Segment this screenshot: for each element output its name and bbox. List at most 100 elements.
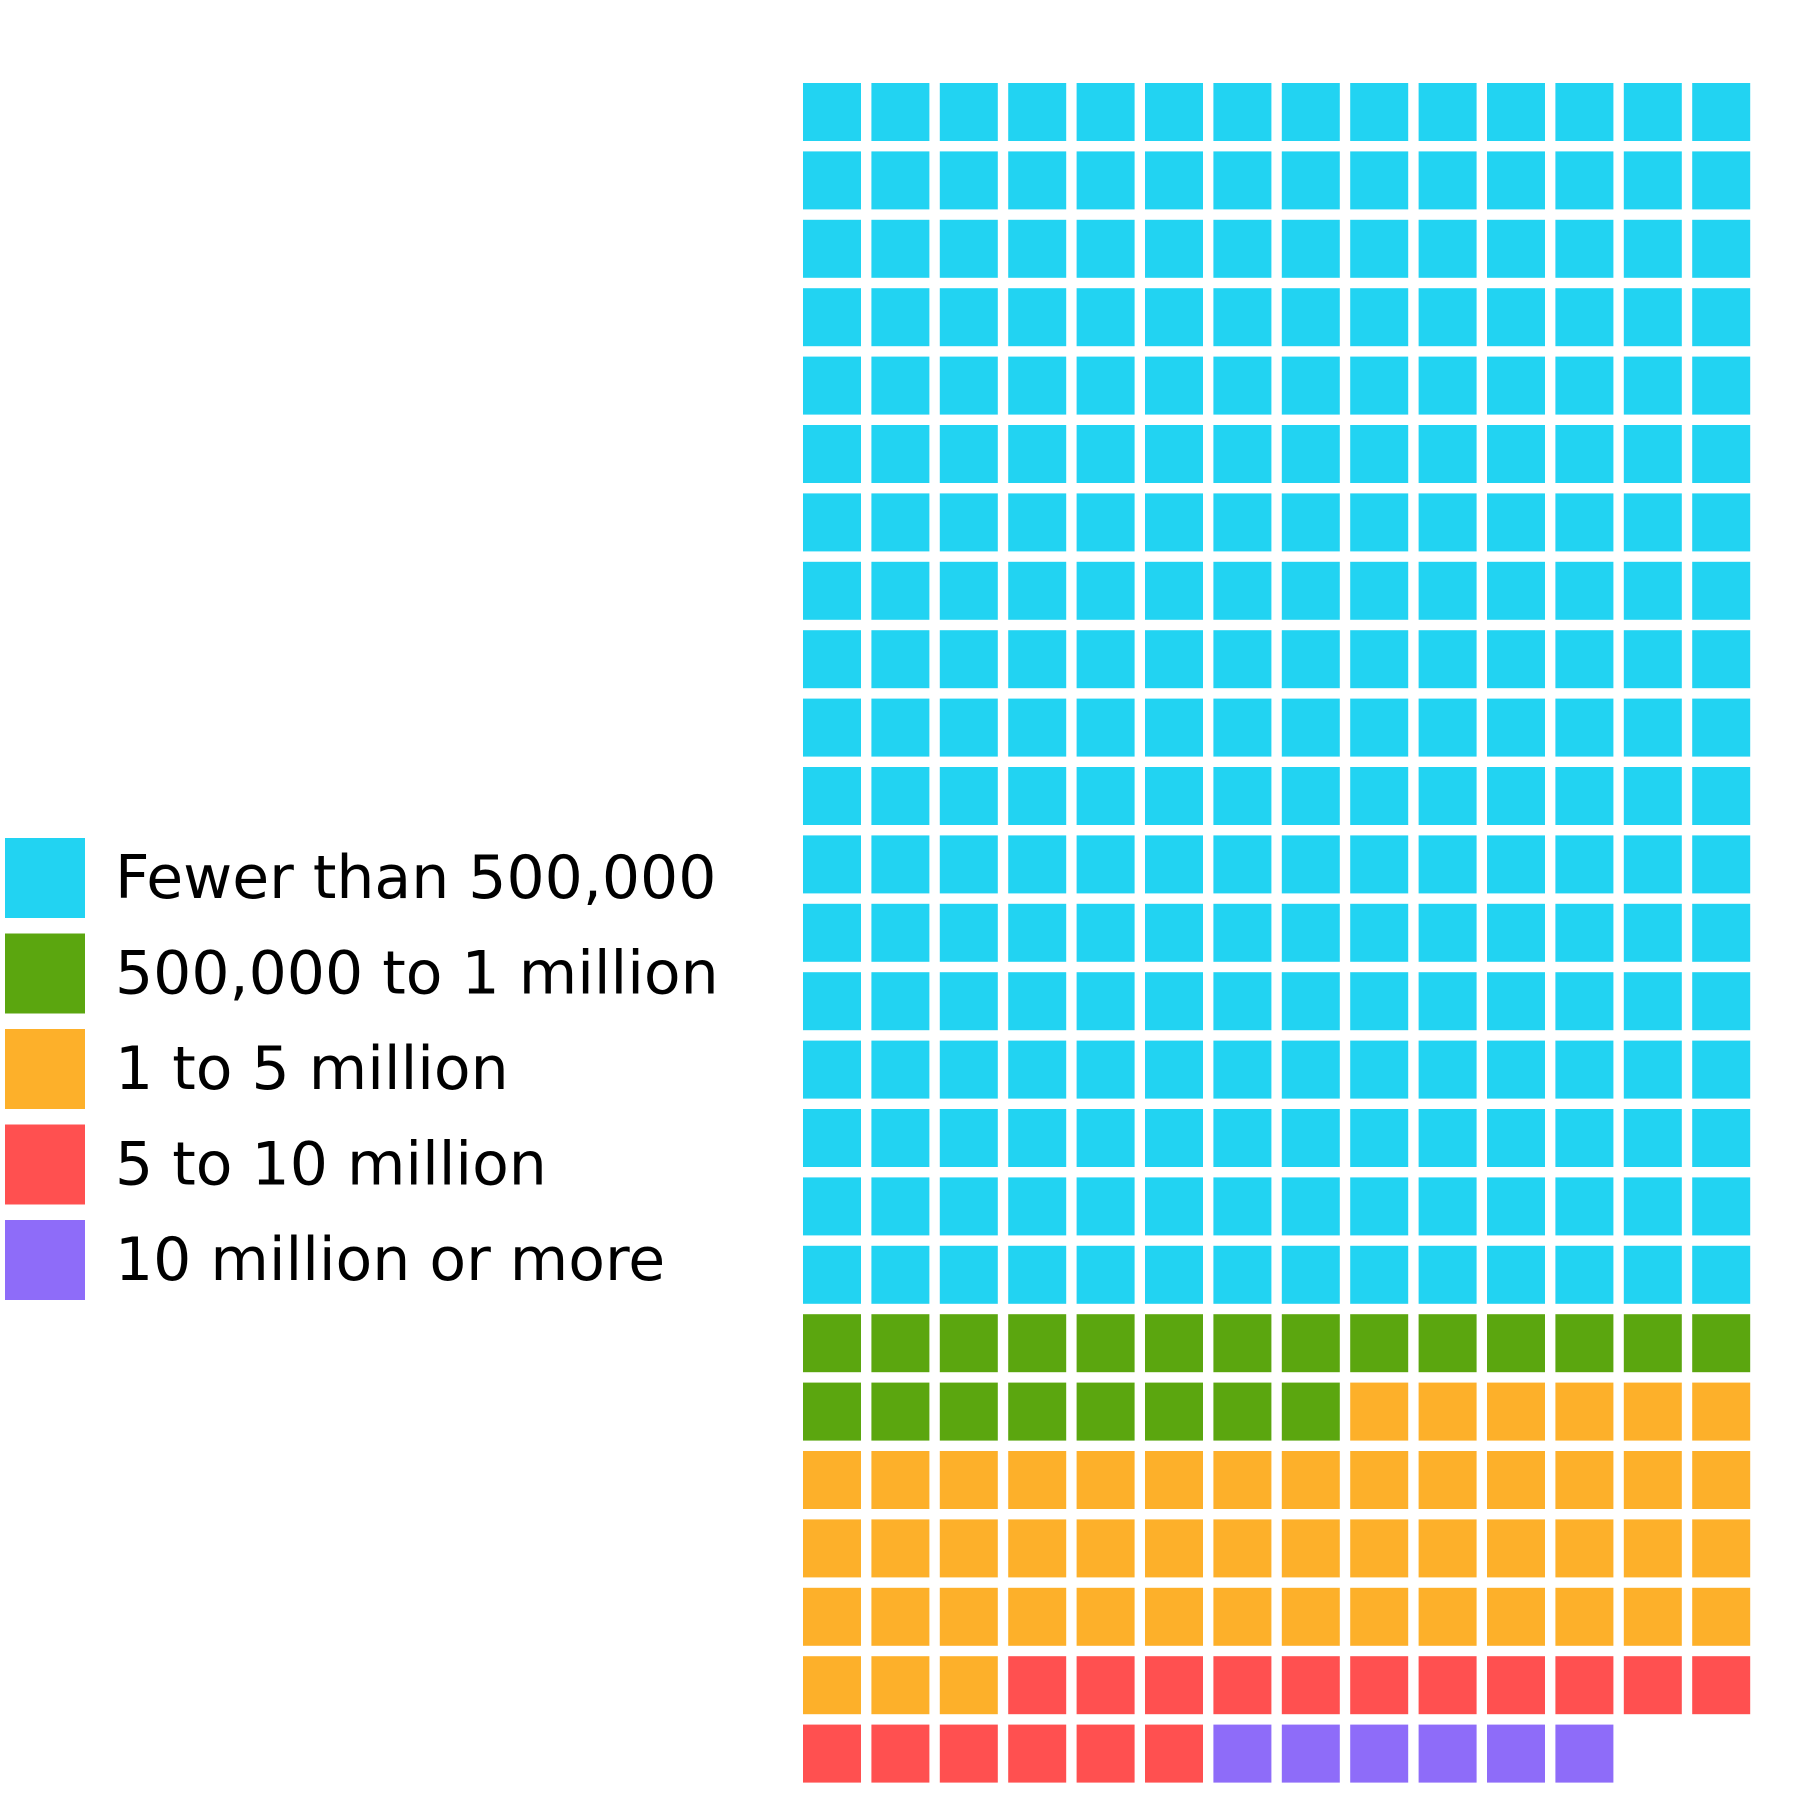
waffle-cell bbox=[1008, 219, 1067, 278]
waffle-cell bbox=[1281, 288, 1340, 347]
waffle-cell bbox=[871, 356, 930, 415]
waffle-cell bbox=[871, 630, 930, 689]
waffle-cell bbox=[1145, 561, 1203, 620]
waffle-cell bbox=[1076, 219, 1135, 278]
waffle-cell bbox=[1076, 1587, 1135, 1646]
waffle-cell bbox=[1281, 1519, 1340, 1578]
waffle-cell bbox=[1623, 698, 1682, 757]
waffle-cell bbox=[803, 83, 861, 141]
waffle-cell bbox=[1350, 1314, 1409, 1373]
waffle-cell bbox=[1623, 83, 1682, 141]
waffle-cell bbox=[939, 1245, 998, 1304]
waffle-cell bbox=[1692, 1587, 1751, 1646]
waffle-cell bbox=[1350, 972, 1409, 1031]
legend-swatch bbox=[5, 1029, 85, 1109]
waffle-cell bbox=[1623, 1519, 1682, 1578]
waffle-cell bbox=[1145, 972, 1203, 1031]
waffle-cell bbox=[939, 425, 998, 483]
waffle-cell bbox=[871, 1040, 930, 1099]
waffle-cell bbox=[1076, 151, 1135, 210]
waffle-cell bbox=[1418, 767, 1477, 825]
waffle-cell bbox=[1076, 1177, 1135, 1236]
waffle-cell bbox=[803, 1177, 861, 1236]
waffle-cell bbox=[1418, 425, 1477, 483]
waffle-cell bbox=[1350, 1724, 1409, 1783]
waffle-cell bbox=[939, 1519, 998, 1578]
waffle-cell bbox=[1281, 1587, 1340, 1646]
waffle-cell bbox=[1350, 83, 1409, 141]
waffle-cell bbox=[1145, 219, 1203, 278]
waffle-cell bbox=[803, 1724, 861, 1783]
waffle-cell bbox=[1145, 835, 1203, 894]
waffle-cell bbox=[1555, 1245, 1614, 1304]
waffle-cell bbox=[1076, 1724, 1135, 1783]
waffle-cell bbox=[1555, 1587, 1614, 1646]
waffle-cell bbox=[1418, 151, 1477, 210]
waffle-cell bbox=[1692, 1245, 1751, 1304]
waffle-cell bbox=[1281, 630, 1340, 689]
waffle-cell bbox=[1692, 630, 1751, 689]
waffle-cell bbox=[1350, 425, 1409, 483]
waffle-cell bbox=[1281, 151, 1340, 210]
waffle-cell bbox=[1555, 767, 1614, 825]
waffle-cell bbox=[1555, 1451, 1614, 1509]
waffle-cell bbox=[1555, 1314, 1614, 1373]
waffle-cell bbox=[1213, 1587, 1272, 1646]
waffle-cell bbox=[1350, 493, 1409, 552]
waffle-cell bbox=[1213, 288, 1272, 347]
waffle-cell bbox=[939, 1587, 998, 1646]
waffle-cell bbox=[1008, 698, 1067, 757]
waffle-cell bbox=[1623, 1177, 1682, 1236]
waffle-cell bbox=[1487, 493, 1545, 552]
waffle-cell bbox=[1076, 835, 1135, 894]
waffle-cell bbox=[871, 1314, 930, 1373]
waffle-cell bbox=[1008, 1245, 1067, 1304]
waffle-cell bbox=[1281, 561, 1340, 620]
waffle-cell bbox=[1076, 1314, 1135, 1373]
waffle-cell bbox=[1076, 561, 1135, 620]
waffle-cell bbox=[1692, 1040, 1751, 1099]
waffle-cell bbox=[1350, 1177, 1409, 1236]
waffle-cell bbox=[1487, 425, 1545, 483]
waffle-cell bbox=[939, 219, 998, 278]
waffle-cell bbox=[1281, 835, 1340, 894]
waffle-cell bbox=[803, 1040, 861, 1099]
waffle-cell bbox=[1281, 1382, 1340, 1441]
waffle-cell bbox=[1213, 1724, 1272, 1783]
waffle-cell bbox=[1213, 151, 1272, 210]
legend: Fewer than 500,000 500,000 to 1 million 1 … bbox=[5, 838, 719, 1300]
waffle-cell bbox=[1418, 1109, 1477, 1167]
waffle-cell bbox=[1145, 288, 1203, 347]
waffle-cell bbox=[1623, 630, 1682, 689]
waffle-cell bbox=[803, 630, 861, 689]
waffle-cell bbox=[1692, 1519, 1751, 1578]
waffle-cell bbox=[1418, 1314, 1477, 1373]
waffle-cell bbox=[1487, 1587, 1545, 1646]
waffle-cell bbox=[803, 219, 861, 278]
waffle-cell bbox=[803, 1314, 861, 1373]
waffle-cell bbox=[803, 1451, 861, 1509]
waffle-cell bbox=[1350, 1451, 1409, 1509]
waffle-cell bbox=[939, 1724, 998, 1783]
waffle-cell bbox=[1692, 425, 1751, 483]
waffle-cell bbox=[871, 903, 930, 962]
waffle-cell bbox=[939, 1040, 998, 1099]
waffle-cell bbox=[939, 493, 998, 552]
waffle-cell bbox=[1555, 903, 1614, 962]
waffle-cell bbox=[1555, 698, 1614, 757]
waffle-cell bbox=[1281, 83, 1340, 141]
waffle-cell bbox=[1281, 972, 1340, 1031]
waffle-cell bbox=[1008, 425, 1067, 483]
waffle-cell bbox=[1213, 1177, 1272, 1236]
waffle-cell bbox=[1350, 698, 1409, 757]
waffle-cell bbox=[1145, 1382, 1203, 1441]
waffle-cell bbox=[871, 151, 930, 210]
waffle-cell bbox=[1555, 425, 1614, 483]
waffle-cell bbox=[939, 767, 998, 825]
waffle-cell bbox=[1487, 1109, 1545, 1167]
legend-label: 500,000 to 1 million bbox=[115, 939, 719, 1009]
waffle-cell bbox=[1213, 1656, 1272, 1715]
waffle-cell bbox=[1213, 83, 1272, 141]
waffle-cell bbox=[1418, 972, 1477, 1031]
waffle-cell bbox=[1076, 698, 1135, 757]
